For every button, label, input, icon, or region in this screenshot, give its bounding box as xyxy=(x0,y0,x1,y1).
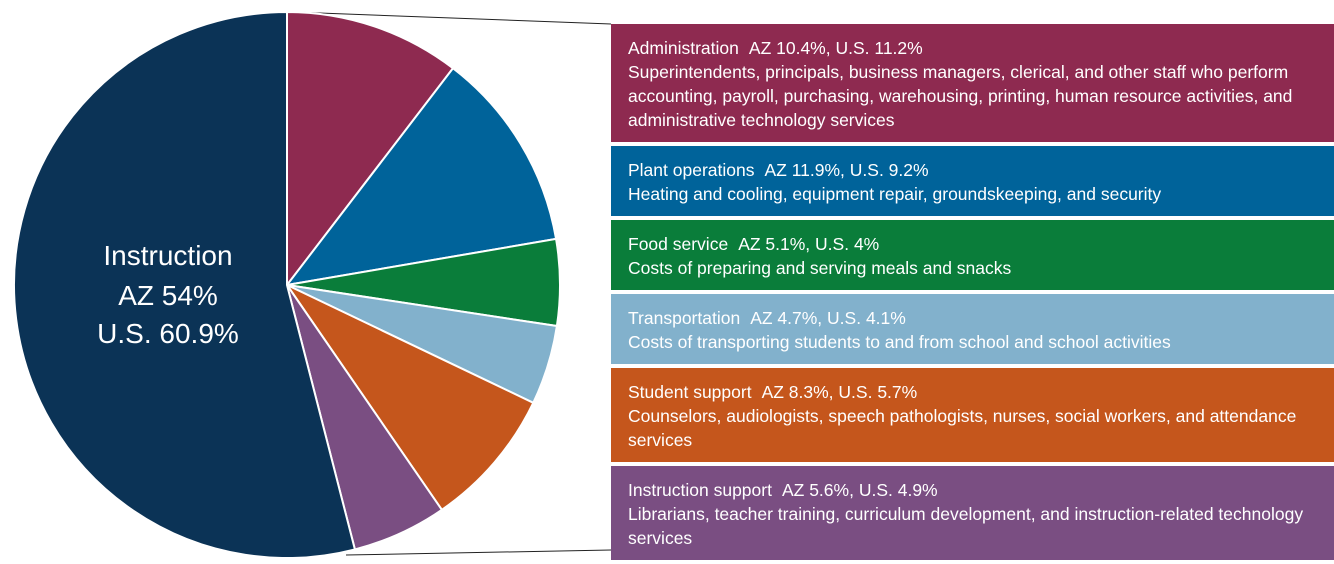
legend-us: U.S. 4.1% xyxy=(827,308,906,328)
legend-entry: Administration AZ 10.4%, U.S. 11.2% Superi… xyxy=(611,24,1334,142)
legend-us: U.S. 5.7% xyxy=(838,382,918,402)
legend-az: AZ 4.7%, xyxy=(750,308,823,328)
connector xyxy=(345,549,612,556)
legend-description: Costs of preparing and serving meals and… xyxy=(628,258,1012,278)
legend-entry: Transportation AZ 4.7%, U.S. 4.1% Costs of… xyxy=(611,294,1334,364)
legend-entry: Student support AZ 8.3%, U.S. 5.7% Counsel… xyxy=(611,368,1334,462)
legend-heading: Plant operations AZ 11.9%, U.S. 9.2% xyxy=(628,158,1304,182)
legend-heading: Student support AZ 8.3%, U.S. 5.7% xyxy=(628,380,1304,404)
pie-slice xyxy=(284,66,558,287)
legend-heading: Transportation AZ 4.7%, U.S. 4.1% xyxy=(628,306,1304,330)
legend-description: Costs of transporting students to and fr… xyxy=(628,332,1171,352)
slice-label-line: Instruction xyxy=(103,240,232,271)
legend-description: Librarians, teacher training, curriculum… xyxy=(628,504,1304,548)
slice-label: Instruction AZ 54% U.S. 60.9% xyxy=(97,240,239,349)
legend-name: Transportation xyxy=(628,308,741,328)
slice-label-line: U.S. 60.9% xyxy=(97,318,239,349)
legend-name: Plant operations xyxy=(628,160,755,180)
legend-description: Counselors, audiologists, speech patholo… xyxy=(628,406,1297,450)
legend-heading: Administration AZ 10.4%, U.S. 11.2% xyxy=(628,36,1304,60)
legend-az: AZ 5.1%, xyxy=(738,234,811,254)
pie-slice xyxy=(13,10,357,557)
legend-heading: Food service AZ 5.1%, U.S. 4% xyxy=(628,232,1304,256)
legend-us: U.S. 4% xyxy=(815,234,880,254)
legend-name: Instruction support xyxy=(628,480,772,500)
slice-label-line: AZ 54% xyxy=(118,280,218,311)
legend-description: Heating and cooling, equipment repair, g… xyxy=(628,184,1162,204)
legend-name: Student support xyxy=(628,382,752,402)
pie-slice xyxy=(284,282,535,512)
legend-az: AZ 10.4%, xyxy=(748,38,831,58)
legend-entry: Instruction support AZ 5.6%, U.S. 4.9% Lib… xyxy=(611,466,1334,560)
legend-entry: Plant operations AZ 11.9%, U.S. 9.2% Heati… xyxy=(611,146,1334,216)
legend-description: Superintendents, principals, business ma… xyxy=(628,62,1293,130)
pie-slice xyxy=(286,10,455,288)
legend-us: U.S. 11.2% xyxy=(835,38,923,58)
legend-heading: Instruction support AZ 5.6%, U.S. 4.9% xyxy=(628,478,1304,502)
legend-us: U.S. 4.9% xyxy=(858,480,938,500)
legend-az: AZ 8.3%, xyxy=(761,382,834,402)
legend-name: Food service xyxy=(628,234,729,254)
legend-entry: Food service AZ 5.1%, U.S. 4% Costs of pre… xyxy=(611,220,1334,290)
legend-us: U.S. 9.2% xyxy=(849,160,929,180)
legend: Administration AZ 10.4%, U.S. 11.2% Superi… xyxy=(611,24,1334,564)
connector xyxy=(292,11,612,25)
legend-az: AZ 5.6%, xyxy=(781,480,854,500)
legend-name: Administration xyxy=(628,38,739,58)
legend-az: AZ 11.9%, xyxy=(764,160,845,180)
